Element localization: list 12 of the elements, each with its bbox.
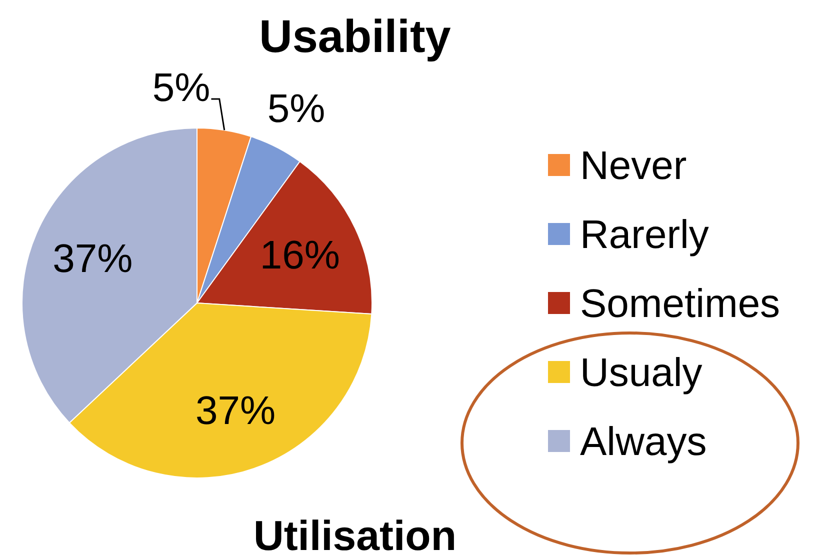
legend-label: Always	[580, 420, 707, 464]
legend-label: Sometimes	[580, 282, 780, 326]
data-label: 37%	[52, 236, 133, 281]
data-label: 5%	[267, 87, 326, 132]
legend-label: Never	[580, 144, 687, 188]
data-label: 5%	[152, 66, 210, 110]
chart-title: Usability	[259, 10, 452, 62]
data-label: 37%	[196, 389, 276, 434]
data-label: 16%	[260, 234, 340, 278]
legend-label: Rarerly	[580, 213, 709, 257]
legend-label: Usualy	[580, 351, 702, 395]
text: Utilisation	[253, 512, 457, 558]
